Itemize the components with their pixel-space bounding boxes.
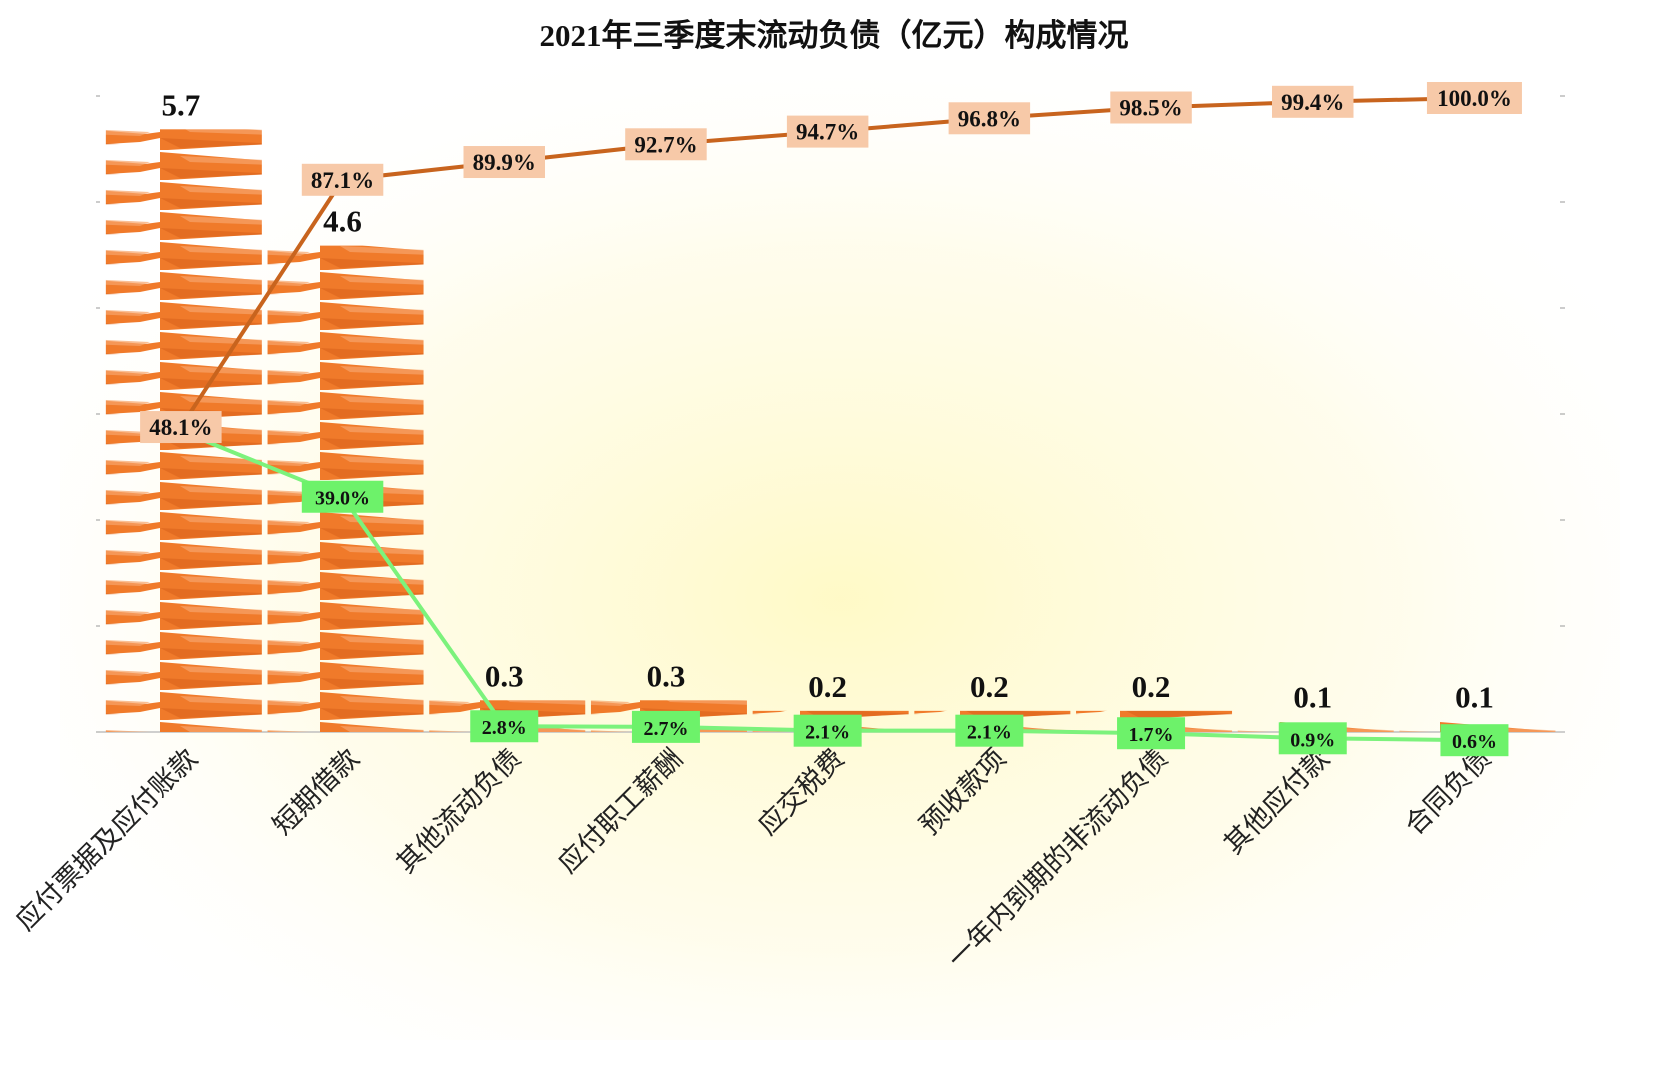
cumulative-label-box	[463, 146, 545, 179]
share-label-text: 2.1%	[967, 722, 1012, 744]
cumulative-labels: 48.1% 87.1% 89.9% 92.7% 94.7% 96.8% 98.5% 99.4%…	[140, 82, 1522, 444]
cumulative-label-box	[786, 115, 869, 148]
bar-value-label: 0.3	[647, 658, 686, 693]
share-label-box	[1278, 722, 1347, 755]
chart-title: 2021年三季度末流动负债（亿元）构成情况	[540, 18, 1129, 53]
cumulative-label-text: 92.7%	[634, 132, 697, 157]
cumulative-label: 98.5%	[1110, 91, 1192, 124]
cumulative-label-text: 89.9%	[473, 150, 536, 175]
cumulative-label-text: 100.0%	[1437, 86, 1512, 111]
cumulative-label: 96.8%	[948, 102, 1031, 135]
share-label: 1.7%	[1117, 717, 1186, 750]
share-label-text: 39.0%	[315, 488, 370, 510]
cumulative-label-text: 99.4%	[1281, 90, 1344, 115]
cumulative-label-text: 98.5%	[1119, 96, 1182, 121]
cumulative-label: 92.7%	[625, 128, 707, 161]
share-label: 0.6%	[1440, 724, 1509, 757]
share-label-box	[955, 714, 1024, 747]
left-axis-ticks	[96, 95, 100, 733]
bar-value-label: 0.2	[1132, 669, 1171, 704]
cumulative-label-text: 48.1%	[149, 415, 212, 440]
cumulative-label-box	[301, 163, 384, 196]
share-label-box	[1117, 717, 1186, 750]
cumulative-label-box	[1110, 91, 1192, 124]
cumulative-label-box	[1272, 85, 1354, 118]
share-label: 2.8%	[470, 710, 539, 743]
share-label: 0.9%	[1278, 722, 1347, 755]
share-label-text: 0.6%	[1452, 731, 1497, 753]
share-label: 2.1%	[793, 714, 862, 747]
share-label-box	[793, 714, 862, 747]
share-label-text: 0.9%	[1290, 729, 1335, 751]
bars	[105, 129, 1556, 733]
share-label-box	[631, 710, 700, 743]
share-label-text: 2.7%	[643, 718, 688, 740]
cumulative-label: 100.0%	[1426, 82, 1522, 114]
cumulative-label-box	[140, 411, 222, 444]
bar-value-label: 0.2	[970, 669, 1009, 704]
cumulative-label: 99.4%	[1272, 85, 1354, 118]
cumulative-label-box	[1426, 82, 1522, 114]
value-labels: 5.7 4.6 0.3 0.3 0.2 0.2 0.2 0.1 0.1	[161, 87, 1493, 714]
share-label-text: 1.7%	[1129, 724, 1174, 746]
bar-value-label: 0.3	[485, 658, 524, 693]
share-label: 2.7%	[631, 710, 700, 743]
share-label-box	[301, 480, 384, 513]
cumulative-label: 87.1%	[301, 163, 384, 196]
share-labels: 39.0% 2.8% 2.7% 2.1% 2.1% 1.7% 0.9% 0.6%	[301, 480, 1509, 757]
cumulative-label-text: 96.8%	[958, 106, 1021, 131]
cumulative-label-text: 87.1%	[311, 168, 374, 193]
share-label-text: 2.1%	[805, 722, 850, 744]
bar-value-label: 0.1	[1293, 679, 1332, 714]
bar-value-label: 4.6	[323, 204, 362, 239]
cumulative-label: 48.1%	[140, 411, 222, 444]
cumulative-label-box	[625, 128, 707, 161]
share-label: 2.1%	[955, 714, 1024, 747]
cumulative-label-text: 94.7%	[796, 120, 859, 145]
bar-value-label: 0.1	[1455, 679, 1494, 714]
cumulative-label: 89.9%	[463, 146, 545, 179]
bar-value-label: 5.7	[161, 87, 200, 122]
share-label: 39.0%	[301, 480, 384, 513]
cumulative-label-box	[948, 102, 1031, 135]
share-label-box	[470, 710, 539, 743]
share-label-text: 2.8%	[482, 717, 527, 739]
share-label-box	[1440, 724, 1509, 757]
cumulative-label: 94.7%	[786, 115, 869, 148]
bar-value-label: 0.2	[808, 669, 847, 704]
